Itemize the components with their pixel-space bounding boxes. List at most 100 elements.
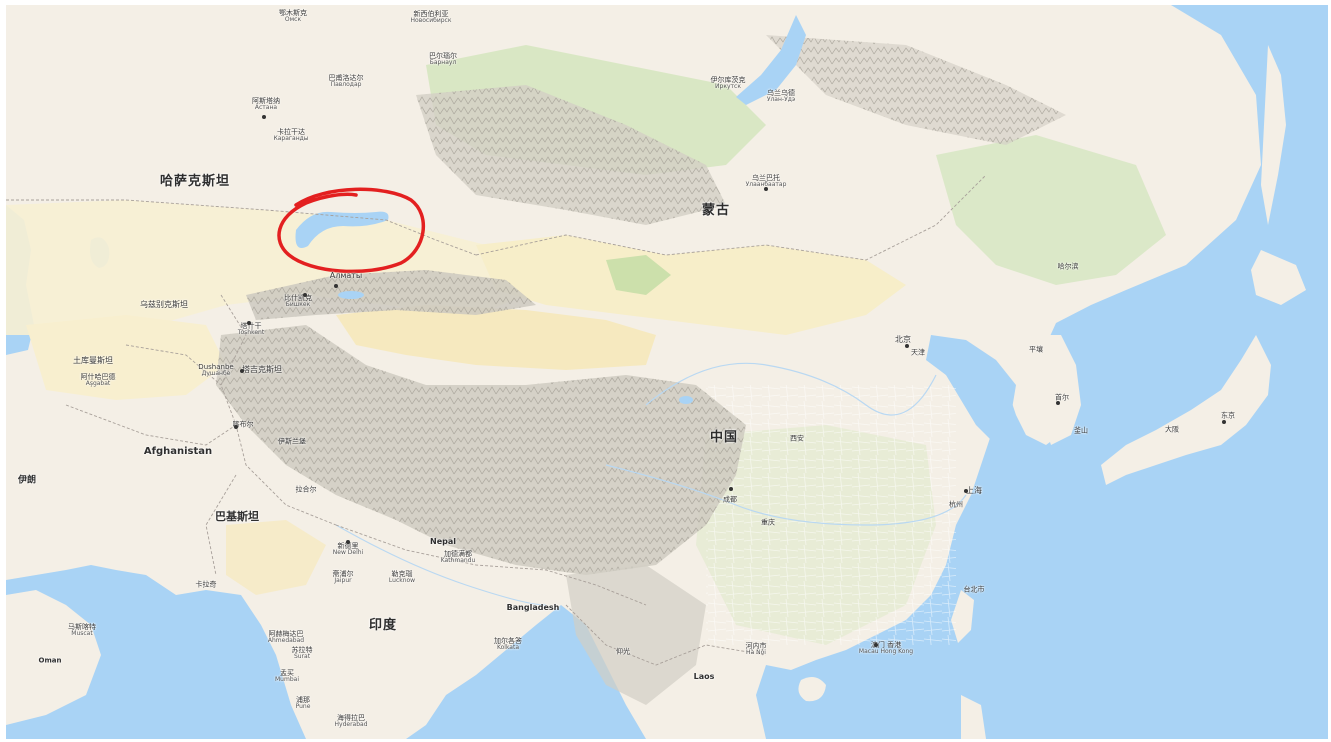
city-label-ahmedabad: 阿赫梅达巴 Ahmedabad [267, 630, 305, 645]
country-label-pakistan: 巴基斯坦 [215, 510, 259, 524]
city-label-novosibirsk: 新西伯利亚 Новосибирск [410, 10, 452, 25]
khingan-texture [766, 35, 1066, 145]
city-label-yangon: 仰光 [616, 647, 630, 656]
city-label-barnaul: 巴尔瑙尔 Барнаул [429, 52, 457, 67]
city-label-chongqing: 重庆 [761, 518, 775, 527]
city-label-harbin: 哈尔滨 [1057, 262, 1079, 271]
city-marker[interactable] [964, 489, 968, 493]
country-label-tajikistan: 塔吉克斯坦 [242, 364, 282, 374]
city-label-chengdu: 成都 [723, 495, 737, 504]
country-label-nepal: Nepal [430, 536, 456, 546]
city-label-busan: 釜山 [1074, 426, 1088, 435]
city-marker[interactable] [1222, 420, 1226, 424]
city-label-xian: 西安 [790, 434, 804, 443]
city-label-pyongyang: 平壤 [1029, 345, 1043, 354]
city-label-karachi: 卡拉奇 [195, 580, 217, 589]
city-label-new-delhi: 新德里 New Delhi [332, 542, 364, 557]
city-label-islamabad: 伊斯兰堡 [278, 437, 306, 446]
city-label-astana: 阿斯塔纳 Астана [252, 97, 280, 112]
city-label-tashkent: 塔什干 Toshkent [237, 322, 265, 337]
lake-qinghai [679, 396, 693, 404]
himalaya-texture [216, 325, 746, 575]
taiwan [951, 590, 974, 643]
mongolia-green [606, 255, 671, 295]
gobi-desert [476, 235, 906, 335]
city-label-pavlodar: 巴甫洛达尔 Павлодар [328, 74, 364, 89]
hainan [798, 676, 826, 702]
country-label-afghanistan: Afghanistan [143, 445, 213, 457]
city-label-taipei: 台北市 [963, 585, 985, 594]
tianshan-texture [246, 270, 536, 320]
manchuria-green [936, 135, 1166, 285]
japan [1101, 335, 1271, 485]
china-roads [706, 385, 956, 645]
balkhash-circle [277, 187, 426, 274]
country-label-mongolia: 蒙古 [701, 203, 731, 219]
city-label-pune: 浦那 Pune [295, 696, 311, 711]
city-label-ashgabat: 阿什哈巴德 Aşgabat [80, 373, 116, 388]
map-background [6, 5, 1328, 739]
city-label-kolkata: 加尔各答 Kolkata [494, 637, 522, 652]
city-marker[interactable] [729, 487, 733, 491]
indochina-mountains [566, 565, 706, 705]
lake-balkhash [295, 211, 389, 248]
city-marker[interactable] [247, 321, 251, 325]
sakhalin [1261, 45, 1286, 225]
yangtze-river [605, 464, 967, 526]
taklamakan-desert [336, 305, 656, 370]
city-marker[interactable] [874, 643, 878, 647]
ganges-river [335, 524, 547, 606]
yellow-river [645, 362, 937, 416]
city-label-hanoi: 河内市 Hà Nội [745, 642, 767, 657]
city-label-shanghai: 上海 [966, 485, 982, 495]
city-marker[interactable] [346, 540, 350, 544]
city-label-almaty: Алматы [329, 270, 363, 280]
yellow-sea [926, 335, 1016, 445]
city-marker[interactable] [764, 187, 768, 191]
country-label-bangladesh: Bangladesh [506, 602, 560, 612]
city-label-irkutsk: 伊尔库茨克 Иркутск [710, 76, 746, 91]
city-label-ulan-ude: 乌兰乌德 Улан-Удэ [766, 89, 796, 104]
city-label-kabul: 喀布尔 [232, 420, 254, 429]
korean-peninsula [1031, 335, 1081, 445]
city-label-jaipur: 斋浦尔 Jaipur [332, 570, 354, 585]
map-canvas[interactable]: 哈萨克斯坦 蒙古 中国 印度 巴基斯坦 Afghanistan 伊朗 乌兹别克斯… [6, 5, 1328, 739]
city-label-hangzhou: 杭州 [949, 500, 963, 509]
city-label-tokyo: 东京 [1221, 411, 1235, 420]
central-asia-desert [26, 315, 226, 400]
country-label-oman: Oman [38, 656, 62, 665]
city-label-dushanbe: Dushanbe Душанбе [198, 363, 234, 378]
city-marker[interactable] [1056, 401, 1060, 405]
city-marker[interactable] [334, 284, 338, 288]
arabia-landmass [6, 590, 101, 725]
country-label-iran: 伊朗 [17, 475, 37, 486]
thar-desert [226, 520, 326, 595]
city-label-muscat: 马斯喀特 Muscat [68, 623, 96, 638]
lake-issyk-kul [338, 291, 364, 299]
city-label-bishkek: 比什凯克 Бишкек [284, 294, 312, 309]
city-label-ulaanbaatar: 乌兰巴托 Улаанбаатар [745, 174, 787, 189]
lake-baikal [736, 15, 806, 105]
city-label-hong-kong: 澳门 香港 Macau Hong Kong [858, 641, 914, 656]
city-marker[interactable] [240, 369, 244, 373]
city-label-kathmandu: 加德满都 Kathmandu [440, 550, 476, 565]
city-label-seoul: 首尔 [1055, 393, 1069, 402]
city-label-tianjin: 天津 [911, 348, 925, 357]
city-marker[interactable] [303, 293, 307, 297]
country-label-china: 中国 [709, 430, 739, 446]
city-label-hyderabad: 海得拉巴 Hyderabad [334, 714, 368, 729]
city-label-surat: 苏拉特 Surat [291, 646, 313, 661]
country-label-turkmenistan: 土库曼斯坦 [73, 355, 113, 365]
city-label-osaka: 大阪 [1165, 425, 1179, 434]
philippines [961, 695, 986, 739]
city-label-karaganda: 卡拉干达 Караганды [273, 128, 309, 143]
hokkaido [1251, 250, 1306, 305]
city-marker[interactable] [234, 425, 238, 429]
city-label-lahore: 拉合尔 [295, 485, 317, 494]
city-label-lucknow: 勒克瑙 Lucknow [388, 570, 416, 585]
city-marker[interactable] [262, 115, 266, 119]
altai-texture [416, 85, 726, 225]
city-label-mumbai: 孟买 Mumbai [275, 669, 299, 684]
city-marker[interactable] [905, 344, 909, 348]
country-label-uzbekistan: 乌兹别克斯坦 [140, 299, 188, 309]
